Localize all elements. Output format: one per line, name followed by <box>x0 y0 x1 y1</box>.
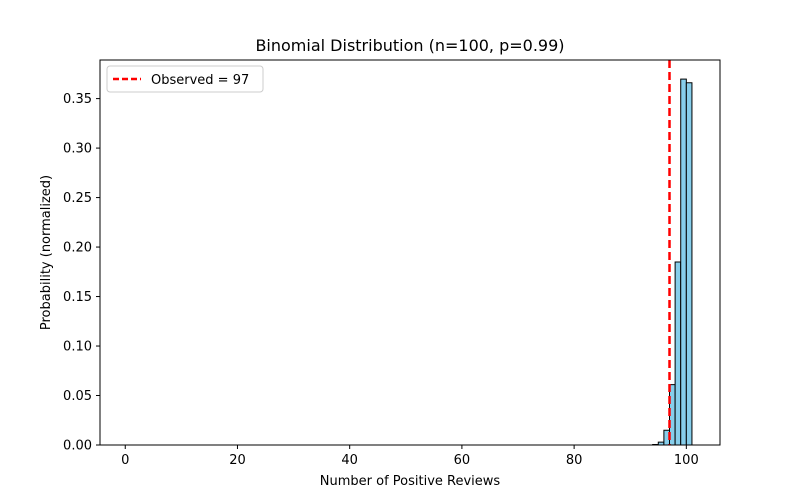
x-axis-title: Number of Positive Reviews <box>320 474 501 489</box>
x-tick-label: 20 <box>229 453 246 468</box>
x-tick-label: 80 <box>566 453 583 468</box>
x-tick-label: 40 <box>341 453 358 468</box>
y-tick-label: 0.00 <box>63 439 92 454</box>
plot-frame <box>100 60 720 445</box>
y-tick-label: 0.25 <box>63 191 92 206</box>
y-tick-label: 0.10 <box>63 340 92 355</box>
bar-100 <box>686 83 692 445</box>
x-tick-label: 100 <box>674 453 699 468</box>
y-tick-label: 0.30 <box>63 142 92 157</box>
y-tick-label: 0.05 <box>63 389 92 404</box>
bar-98 <box>675 262 681 445</box>
bar-99 <box>681 79 687 445</box>
y-axis-title: Probability (normalized) <box>39 175 54 330</box>
y-axis-ticks: 0.00 0.05 0.10 0.15 0.20 0.25 0.30 0.35 <box>63 92 100 453</box>
chart-title: Binomial Distribution (n=100, p=0.99) <box>255 36 564 55</box>
x-tick-label: 0 <box>121 453 129 468</box>
y-tick-label: 0.35 <box>63 92 92 107</box>
y-tick-label: 0.15 <box>63 290 92 305</box>
x-axis-ticks: 0 20 40 60 80 100 <box>121 445 699 468</box>
x-tick-label: 60 <box>454 453 471 468</box>
legend-label: Observed = 97 <box>151 73 249 88</box>
y-tick-label: 0.20 <box>63 241 92 256</box>
legend: Observed = 97 <box>107 66 263 92</box>
bars-group <box>653 79 692 445</box>
